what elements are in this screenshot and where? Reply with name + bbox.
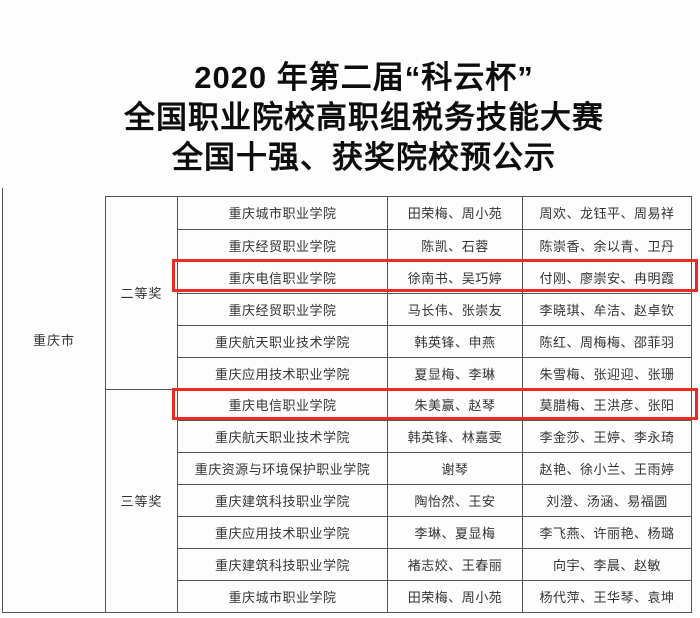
awards-table: 二等奖 重庆城市职业学院 田荣梅、周小苑 周欢、龙钰平、周易祥 重庆经贸职业学院 陈凯、石… (105, 196, 692, 613)
school-cell: 重庆建筑科技职业学院 (177, 548, 387, 581)
school-cell: 重庆经贸职业学院 (177, 292, 387, 325)
school-cell: 重庆城市职业学院 (177, 197, 387, 229)
students-cell: 付刚、廖崇安、冉明霞 (522, 260, 691, 293)
teachers-cell: 谢琴 (387, 452, 522, 485)
students-cell: 李金莎、王婷、李永琦 (522, 420, 691, 453)
students-cell: 向宇、李晨、赵敏 (522, 548, 691, 581)
school-cell: 重庆航天职业技术学院 (177, 324, 387, 357)
students-cell: 刘澄、汤涵、易福圆 (522, 484, 691, 517)
teachers-cell: 朱美赢、赵琴 (387, 388, 522, 421)
title-line-2: 全国职业院校高职组税务技能大赛 (124, 100, 604, 135)
school-cell: 重庆应用技术职业学院 (177, 356, 387, 389)
school-cell: 重庆电信职业学院 (177, 260, 387, 293)
title-line-1: 2020 年第二届“科云杯” (194, 60, 534, 95)
students-cell: 李晓琪、牟洁、赵卓钦 (522, 292, 691, 325)
teachers-cell: 马长伟、张崇友 (387, 292, 522, 325)
teachers-cell: 田荣梅、周小苑 (387, 197, 522, 229)
school-cell: 重庆经贸职业学院 (177, 228, 387, 261)
teachers-cell: 徐南书、吴巧婷 (387, 260, 522, 293)
school-cell: 重庆应用技术职业学院 (177, 516, 387, 549)
prize-cell: 二等奖 (120, 286, 163, 302)
school-cell: 重庆资源与环境保护职业学院 (177, 452, 387, 485)
teachers-cell: 夏显梅、李琳 (387, 356, 522, 389)
teachers-cell: 褚志姣、王春丽 (387, 548, 522, 581)
teachers-cell: 韩英锋、林嘉雯 (387, 420, 522, 453)
students-cell: 周欢、龙钰平、周易祥 (522, 197, 691, 229)
region-label: 重庆市 (32, 333, 75, 348)
teachers-cell: 陈凯、石蓉 (387, 228, 522, 261)
school-cell: 重庆城市职业学院 (177, 580, 387, 612)
students-cell: 陈红、周梅梅、邵菲羽 (522, 324, 691, 357)
title-line-3: 全国十强、获奖院校预公示 (172, 140, 556, 175)
students-cell: 李飞燕、许丽艳、杨璐 (522, 516, 691, 549)
students-cell: 杨代萍、王华琴、袁坤 (522, 580, 691, 612)
region-column: 重庆市 (2, 188, 105, 613)
teachers-cell: 田荣梅、周小苑 (387, 580, 522, 612)
students-cell: 莫腊梅、王洪彦、张阳 (522, 388, 691, 421)
students-cell: 陈崇香、余以青、卫丹 (522, 228, 691, 261)
students-cell: 赵艳、徐小兰、王雨婷 (522, 452, 691, 485)
school-cell: 重庆建筑科技职业学院 (177, 484, 387, 517)
students-cell: 朱雪梅、张迎迎、张珊 (522, 356, 691, 389)
document-title: 2020 年第二届“科云杯” 全国职业院校高职组税务技能大赛 全国十强、获奖院校… (28, 58, 700, 178)
teachers-cell: 李琳、夏显梅 (387, 516, 522, 549)
school-cell: 重庆电信职业学院 (177, 388, 387, 421)
teachers-cell: 陶怡然、王安 (387, 484, 522, 517)
teachers-cell: 韩英锋、申燕 (387, 324, 522, 357)
school-cell: 重庆航天职业技术学院 (177, 420, 387, 453)
prize-cell: 三等奖 (106, 388, 177, 612)
